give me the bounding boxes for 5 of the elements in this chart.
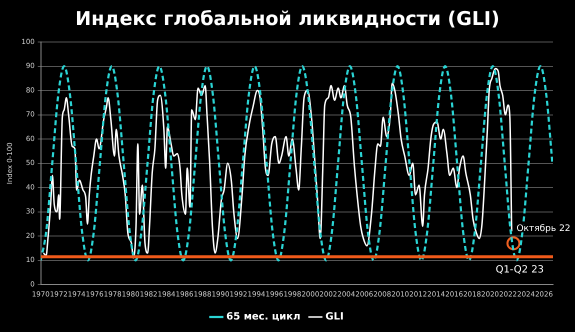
annotation: Октябрь 22	[516, 224, 571, 234]
legend-label: GLI	[325, 312, 344, 323]
chart-title: Индекс глобальной ликвидности (GLI)	[74, 7, 501, 32]
legend-label: 65 мес. цикл	[226, 312, 300, 323]
annotation: Q1-Q2 23	[496, 264, 544, 276]
